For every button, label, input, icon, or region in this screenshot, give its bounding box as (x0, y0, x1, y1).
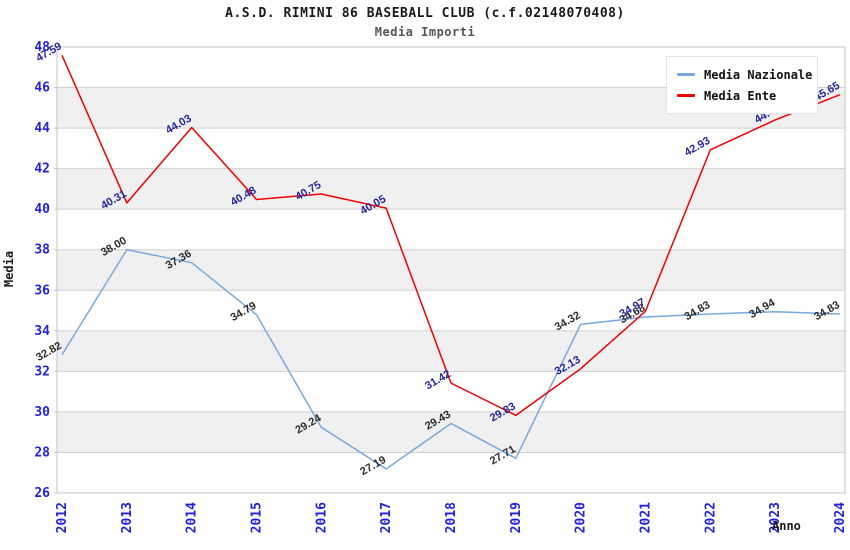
x-tick-label: 2024 (833, 502, 848, 533)
legend-item-media-nazionale: Media Nazionale (677, 68, 817, 82)
x-tick-label: 2022 (703, 502, 718, 533)
chart-legend: Media Nazionale Media Ente (666, 56, 818, 114)
plot-band (57, 330, 845, 372)
y-tick-label: 44 (34, 121, 50, 136)
plot-border (56, 46, 846, 494)
legend-label-media-nazionale: Media Nazionale (704, 67, 813, 82)
data-point-label: 34.83 (812, 299, 842, 323)
x-tick-label: 2013 (120, 502, 135, 533)
y-tick-label: 28 (34, 445, 50, 460)
series-line-media-ente (61, 55, 841, 417)
y-axis-title: Media (2, 250, 16, 288)
y-tick-label: 26 (34, 486, 50, 501)
x-axis-title: Anno (772, 519, 801, 533)
data-point-label: 34.83 (682, 299, 712, 323)
x-tick-label: 2021 (639, 502, 654, 533)
x-tick-label: 2016 (314, 502, 329, 533)
plot-band (57, 411, 845, 453)
y-tick-label: 38 (34, 243, 50, 258)
plot-band (57, 168, 845, 210)
x-tick-label: 2015 (250, 502, 265, 533)
plot-band (57, 249, 845, 291)
y-tick-label: 40 (34, 202, 50, 217)
legend-label-media-ente: Media Ente (704, 88, 777, 103)
chart-title: A.S.D. RIMINI 86 BASEBALL CLUB (c.f.0214… (225, 6, 625, 21)
y-tick-label: 48 (34, 40, 50, 55)
y-tick-label: 36 (34, 283, 50, 298)
x-tick-label: 2017 (379, 502, 394, 533)
chart-subtitle: Media Importi (374, 25, 476, 39)
x-tick-label: 2019 (509, 502, 524, 533)
x-tick-label: 2023 (768, 502, 783, 533)
data-point-label: 34.94 (747, 296, 778, 321)
x-tick-label: 2012 (55, 502, 70, 533)
legend-swatch-media-nazionale (677, 73, 695, 76)
y-tick-label: 34 (34, 324, 50, 339)
y-tick-label: 30 (34, 405, 50, 420)
legend-item-media-ente: Media Ente (677, 89, 817, 103)
x-tick-label: 2018 (444, 502, 459, 533)
x-tick-label: 2020 (574, 502, 589, 533)
data-point-label: 27.19 (358, 454, 388, 478)
x-tick-label: 2014 (185, 502, 200, 533)
y-tick-label: 32 (34, 364, 50, 379)
y-tick-label: 46 (34, 81, 50, 96)
series-line-media-nazionale (61, 248, 841, 470)
y-tick-label: 42 (34, 162, 50, 177)
legend-swatch-media-ente (677, 94, 695, 97)
